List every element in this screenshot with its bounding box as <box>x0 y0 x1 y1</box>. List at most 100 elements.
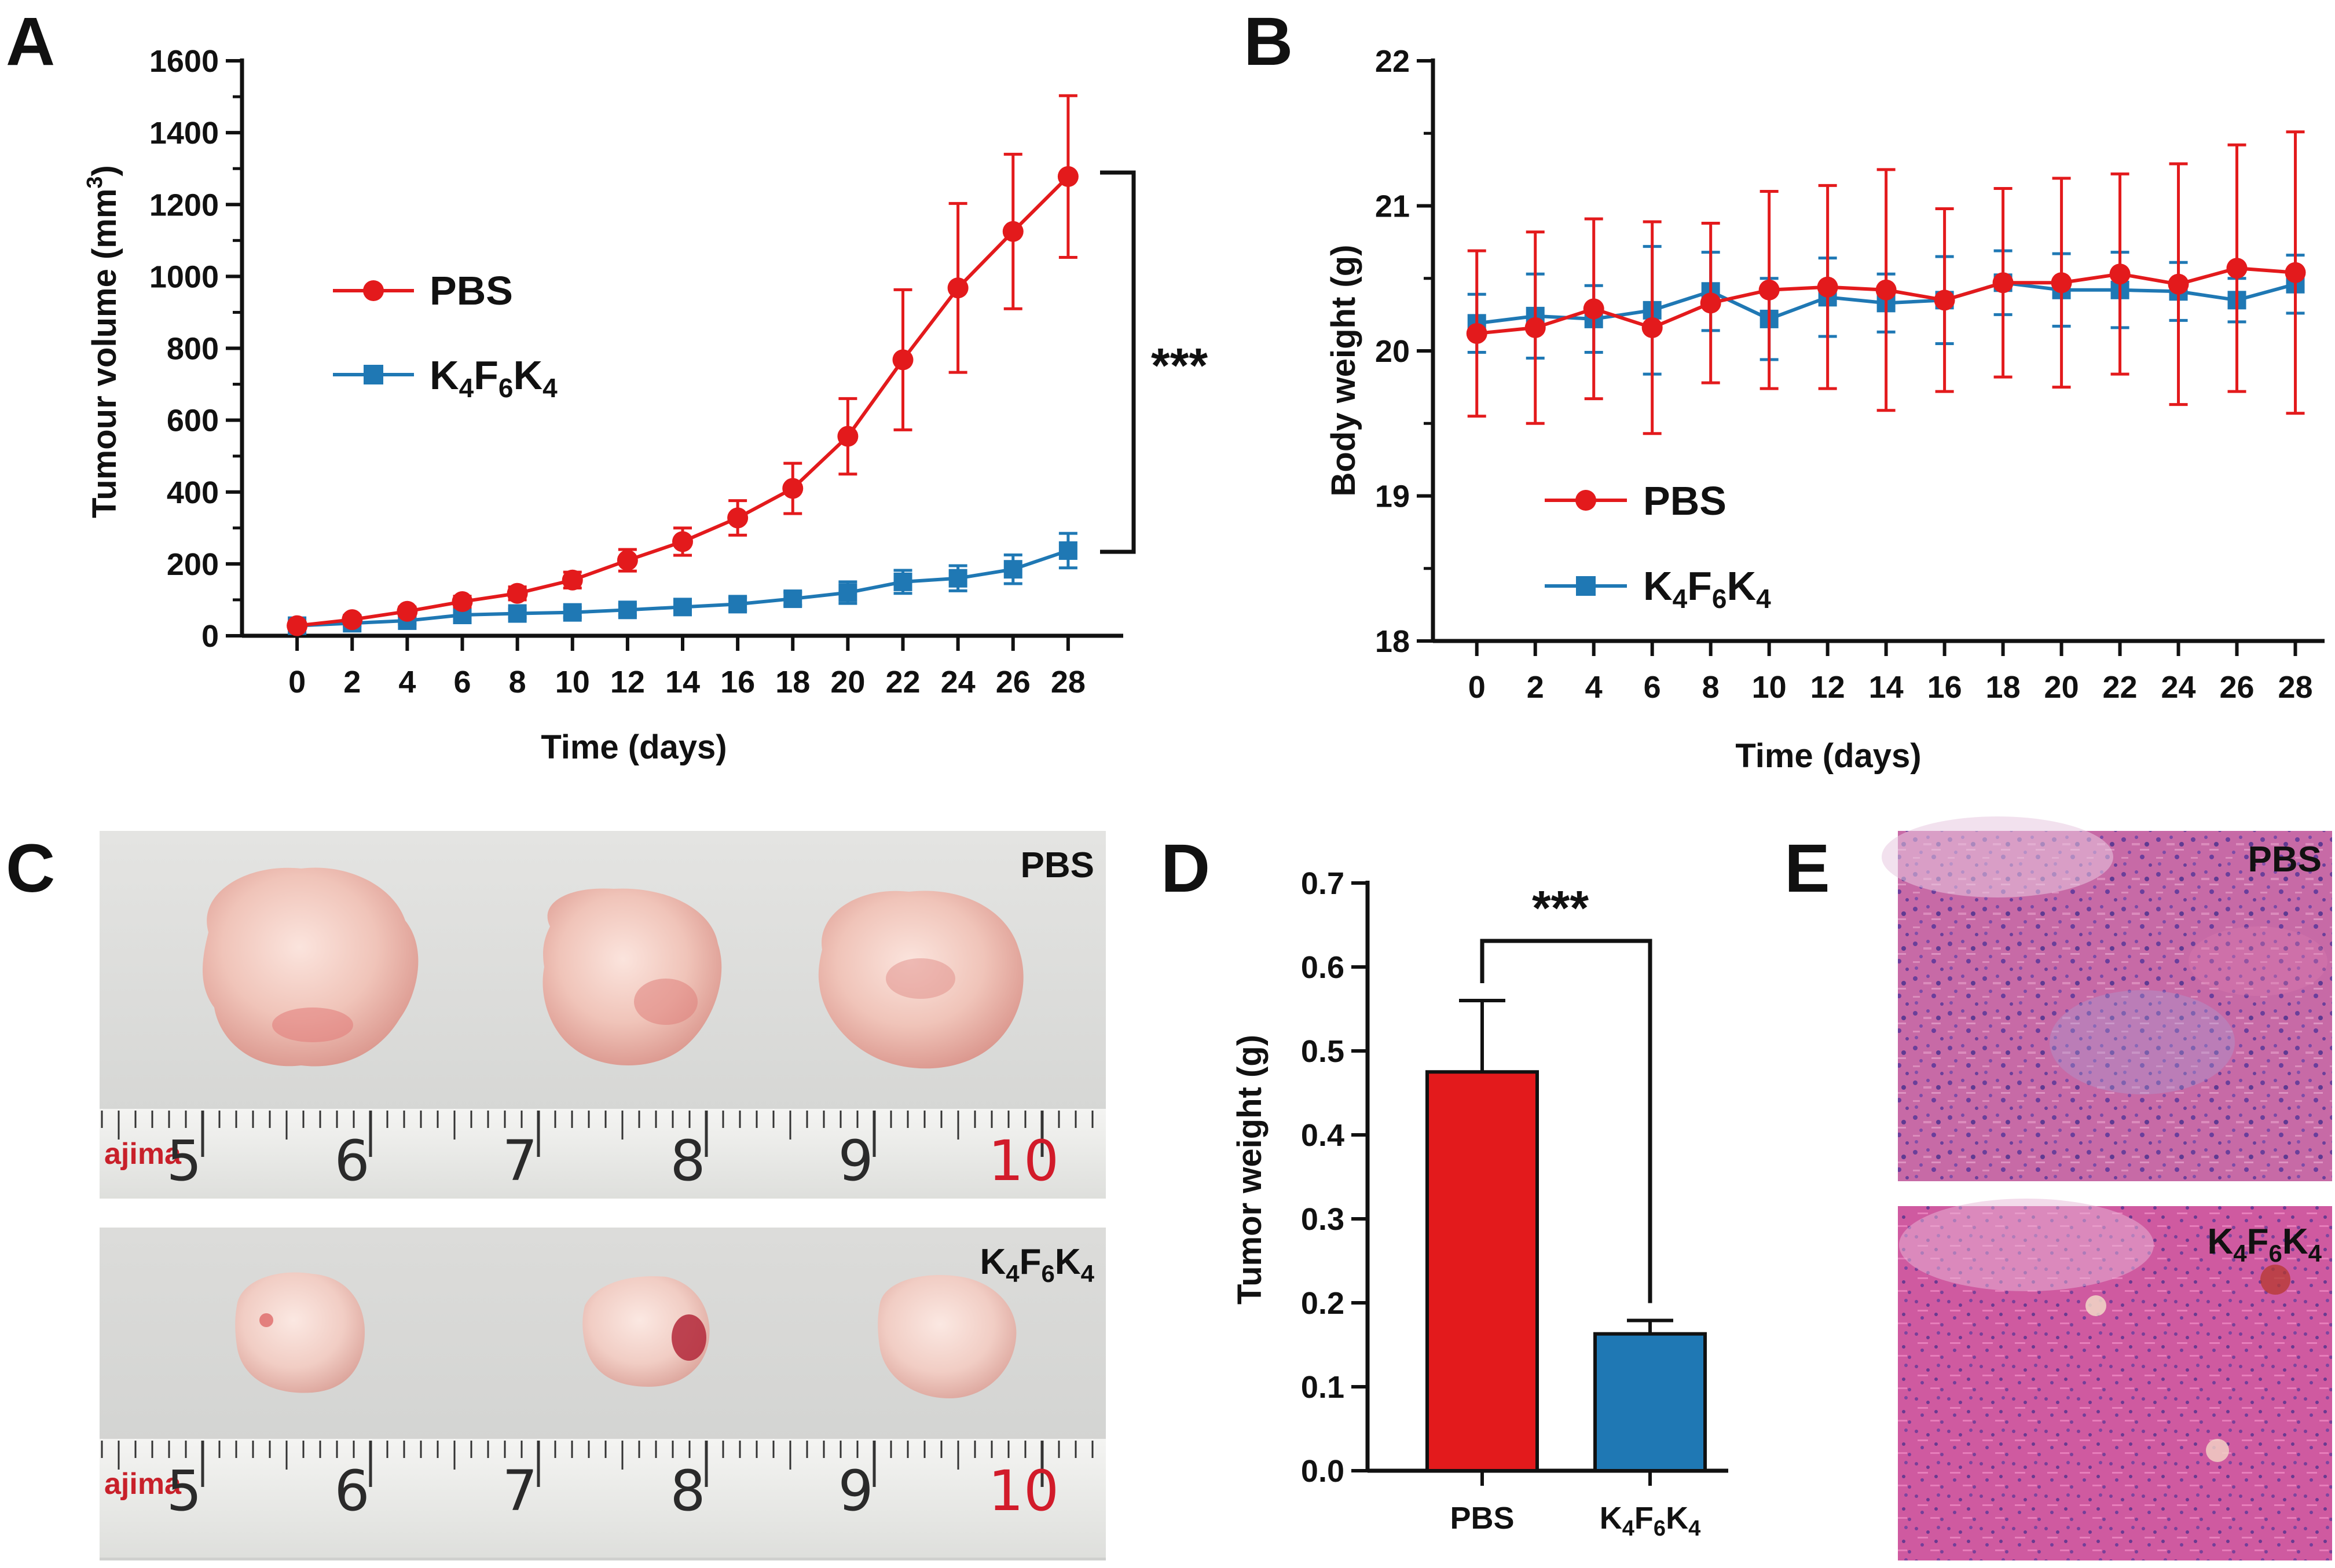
ruler-k4f6k4-ticks <box>101 1441 1094 1487</box>
tumor-k4f6k4-2-spot <box>672 1314 706 1361</box>
chart-a-point-pbs <box>397 600 418 622</box>
chart-b-x-tick-label: 4 <box>1585 670 1603 705</box>
chart-a-y-tick-label: 0 <box>201 619 219 654</box>
chart-a-point-pbs <box>892 349 914 371</box>
histology-pbs: PBS <box>1882 816 2332 1181</box>
chart-b-legend-label-k4f6k4: K4F6K4 <box>1643 563 1771 614</box>
chart-a-x-tick-label: 10 <box>555 665 590 699</box>
chart-a-y-tick-label: 600 <box>167 404 219 438</box>
chart-a-legend-marker-k4f6k4 <box>364 365 383 384</box>
chart-b-x-tick-label: 0 <box>1468 670 1486 705</box>
chart-a-y-tick-label: 200 <box>167 547 219 582</box>
chart-a-x-ticks: 0 2 4 6 8 10 12 14 16 18 20 22 24 26 28 <box>288 636 1086 699</box>
chart-b-point-pbs <box>1934 290 1955 311</box>
chart-a-x-tick-label: 4 <box>398 665 416 699</box>
chart-a-point-pbs <box>727 507 749 529</box>
chart-a-point-k4f6k4 <box>1058 541 1077 560</box>
chart-d-bar-pbs <box>1425 1070 1539 1472</box>
chart-a-x-tick-label: 14 <box>665 665 700 699</box>
chart-a-point-pbs <box>672 531 693 552</box>
chart-a-point-k4f6k4 <box>838 583 857 602</box>
chart-b-y-tick-label: 18 <box>1375 624 1410 659</box>
chart-b-x-tick-label: 12 <box>1810 670 1845 705</box>
chart-d-x-ticks: PBS K4F6K4 <box>1450 1471 1700 1541</box>
histology-pbs-dense-region <box>2050 990 2235 1094</box>
chart-b-series-pbs <box>1466 130 2306 435</box>
chart-a-y-axis-title-sup: 3 <box>83 176 107 188</box>
chart-a-x-tick-label: 18 <box>775 665 810 699</box>
histology-pbs-eosin-region <box>2189 926 2327 996</box>
chart-a-point-k4f6k4 <box>948 569 967 588</box>
photo-label-k4f6k4: K4F6K4 <box>980 1242 1094 1287</box>
chart-b-point-pbs <box>1524 317 1546 338</box>
ruler-pbs <box>100 1109 1106 1199</box>
chart-b-point-pbs <box>2109 263 2131 285</box>
chart-b-point-pbs <box>2168 273 2189 295</box>
chart-b-y-tick-label: 22 <box>1375 44 1410 79</box>
chart-a-legend: PBS K4F6K4 <box>333 268 558 403</box>
chart-tumor-weight: 0.0 0.1 0.2 0.3 0.4 0.5 0.6 0.7 PBS K4F6K4 Tumor… <box>1231 866 1728 1541</box>
chart-b-y-axis-title: Body weight (g) <box>1325 245 1362 497</box>
chart-b-point-pbs <box>1641 317 1663 338</box>
chart-b-x-tick-label: 6 <box>1644 670 1661 705</box>
chart-a-point-k4f6k4 <box>618 600 637 620</box>
chart-b-point-pbs <box>1758 279 1780 301</box>
tumor-k4f6k4-1 <box>235 1272 365 1393</box>
histology-pbs-pale-region <box>1882 816 2113 897</box>
chart-a-point-k4f6k4 <box>893 572 912 591</box>
histology-label-pbs: PBS <box>2248 840 2322 880</box>
chart-a-point-pbs <box>837 426 859 447</box>
histology-k4f6k4-vessel-2 <box>2085 1295 2106 1316</box>
chart-a-significance-bracket <box>1100 170 1136 554</box>
ruler-pbs-number: 10 <box>988 1129 1059 1193</box>
chart-b-point-pbs <box>1700 292 1721 314</box>
ruler-pbs-ticks <box>101 1111 1094 1157</box>
chart-a-x-tick-label: 24 <box>941 665 976 699</box>
chart-a-point-pbs <box>287 615 308 636</box>
ruler-k4f6k4-number: 8 <box>670 1459 705 1523</box>
ruler-pbs-number: 5 <box>166 1129 201 1193</box>
chart-d-y-tick-label: 0.5 <box>1301 1034 1344 1069</box>
chart-a-y-axis-title-main: Tumour volume (mm <box>86 189 123 518</box>
chart-b-legend: PBS K4F6K4 <box>1545 478 1771 614</box>
chart-a-point-k4f6k4 <box>563 603 582 622</box>
chart-a-y-tick-label: 800 <box>167 332 219 367</box>
ruler-k4f6k4-number: 6 <box>334 1459 369 1523</box>
chart-d-y-tick-label: 0.3 <box>1301 1202 1344 1237</box>
histology-k4f6k4-vessel-3 <box>2206 1439 2229 1462</box>
chart-b-legend-marker-pbs <box>1575 490 1596 511</box>
tumor-k4f6k4-1-spot <box>259 1313 273 1327</box>
chart-a-legend-label-k4f6k4: K4F6K4 <box>430 353 558 403</box>
chart-a-significance-label: *** <box>1151 338 1208 393</box>
tumor-k4f6k4-2 <box>582 1276 710 1387</box>
chart-b-x-tick-label: 24 <box>2161 670 2196 705</box>
chart-a-point-pbs <box>782 478 804 499</box>
chart-a-point-pbs <box>452 591 473 613</box>
chart-b-x-tick-label: 28 <box>2278 670 2312 705</box>
tumor-pbs-3-spot <box>886 958 955 999</box>
panel-letter-c: C <box>6 830 55 907</box>
chart-d-significance-label: *** <box>1532 881 1589 935</box>
chart-b-x-ticks: 0 2 4 6 8 10 12 14 16 18 20 22 24 26 28 <box>1468 641 2313 705</box>
ruler-k4f6k4 <box>100 1439 1106 1558</box>
ruler-pbs-brand: ajima <box>104 1137 182 1171</box>
chart-b-point-pbs <box>2051 272 2072 294</box>
histology-k4f6k4-pale-region <box>1899 1199 2154 1291</box>
ruler-k4f6k4-brand: ajima <box>104 1467 182 1501</box>
chart-d-y-tick-label: 0.7 <box>1301 866 1344 901</box>
chart-a-point-k4f6k4 <box>673 598 692 617</box>
chart-a-y-tick-label: 400 <box>167 475 219 510</box>
chart-d-y-tick-label: 0.0 <box>1301 1454 1344 1489</box>
chart-d-y-tick-label: 0.6 <box>1301 950 1344 985</box>
chart-a-x-tick-label: 6 <box>453 665 471 699</box>
tumor-pbs-3 <box>818 891 1024 1069</box>
panel-letter-a: A <box>6 3 55 80</box>
chart-d-bar-k4f6k4 <box>1593 1332 1707 1472</box>
ruler-k4f6k4-number: 10 <box>988 1459 1059 1523</box>
chart-b-x-tick-label: 14 <box>1869 670 1904 705</box>
